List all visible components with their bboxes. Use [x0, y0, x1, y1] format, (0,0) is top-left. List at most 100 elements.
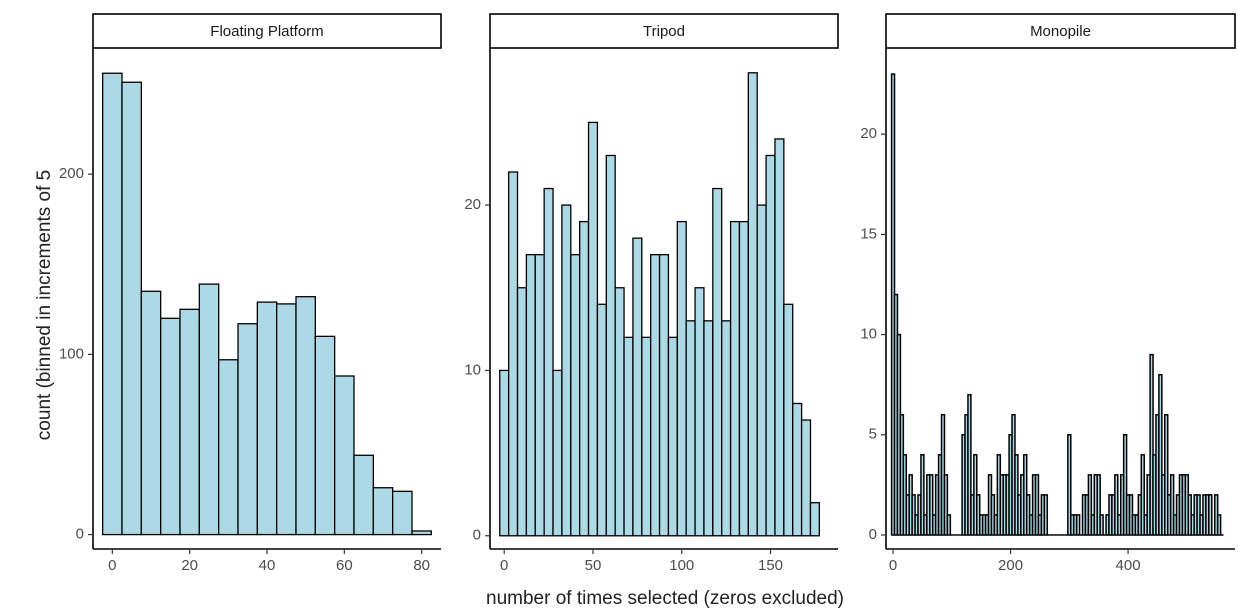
tripod-bar	[783, 303, 794, 537]
monopile-strip-label: Monopile	[1030, 23, 1091, 40]
tripod-bar	[765, 154, 776, 537]
y-axis-title: count (binned in increments of 5	[34, 170, 55, 440]
monopile-bar	[967, 393, 972, 536]
floating-platform-bar	[353, 454, 374, 536]
floating-platform-bar	[179, 308, 200, 536]
monopile-bar	[1099, 514, 1104, 536]
tripod-y-tick-label: 20	[464, 196, 481, 213]
tripod-bar	[507, 171, 519, 537]
tripod-bar	[721, 320, 732, 537]
floating-platform-y-tick-label: 100	[59, 345, 84, 362]
tripod-bar	[667, 336, 678, 537]
tripod-x-tick-label: 50	[585, 557, 602, 574]
tripod-strip	[489, 13, 839, 49]
monopile-bar	[1164, 413, 1169, 536]
monopile-bar	[1096, 474, 1101, 536]
floating-platform-bar	[334, 375, 355, 536]
tripod-y-tick-label: 0	[473, 527, 481, 544]
floating-platform-bar	[218, 359, 239, 536]
tripod-bar	[605, 154, 616, 537]
floating-platform-y-tick-label: 0	[76, 526, 84, 543]
monopile-bar	[946, 514, 952, 536]
floating-platform-x-tick-label: 0	[108, 557, 116, 574]
monopile-bar	[1216, 514, 1222, 536]
monopile-bar	[1087, 474, 1093, 536]
tripod-bar	[579, 220, 590, 537]
monopile-y-tick-label: 10	[860, 326, 877, 343]
floating-platform-x-tick-label: 80	[413, 557, 430, 574]
tripod-bar	[596, 303, 607, 537]
monopile-y-tick-label: 20	[860, 125, 877, 142]
floating-platform-bar	[372, 487, 394, 536]
monopile-bar	[943, 474, 949, 536]
tripod-bar	[774, 138, 785, 537]
tripod-bar	[516, 287, 528, 537]
floating-platform-bar	[256, 301, 278, 536]
tripod-bar	[614, 287, 625, 537]
floating-platform-x-tick-label: 40	[259, 557, 276, 574]
floating-platform-bar	[295, 296, 316, 536]
monopile-bar	[1149, 353, 1154, 536]
tripod-bar	[499, 369, 510, 537]
floating-platform-y-tick-label: 200	[59, 165, 84, 182]
tripod-bar	[694, 287, 705, 537]
tripod-bar	[747, 72, 758, 537]
tripod-x-tick-label: 0	[500, 557, 508, 574]
monopile-bar	[1140, 454, 1145, 536]
tripod-bar	[729, 220, 741, 537]
monopile-bar	[1169, 474, 1175, 536]
monopile-bar	[1043, 494, 1049, 536]
tripod-bar	[756, 204, 767, 537]
floating-platform-bar	[237, 323, 258, 536]
tripod-bar	[650, 254, 661, 537]
floating-platform-bar	[121, 81, 142, 536]
monopile-x-tick-label: 200	[998, 557, 1023, 574]
tripod-bar	[738, 220, 749, 537]
tripod-bar	[587, 121, 599, 537]
monopile-strip	[885, 13, 1236, 49]
monopile-bar	[1114, 474, 1119, 536]
floating-platform-x-tick-label: 60	[336, 557, 353, 574]
tripod-bar	[632, 237, 643, 537]
tripod-bar	[658, 254, 670, 537]
monopile-x-tick-label: 400	[1116, 557, 1141, 574]
tripod-x-tick-label: 150	[758, 557, 783, 574]
monopile-bar	[1067, 434, 1072, 536]
floating-platform-strip-label: Floating Platform	[210, 23, 323, 40]
tripod-bar	[641, 336, 652, 537]
tripod-bar	[561, 204, 572, 537]
tripod-y-tick-label: 10	[464, 361, 481, 378]
tripod-strip-label: Tripod	[643, 23, 685, 40]
tripod-bar	[676, 220, 687, 537]
floating-platform-x-tick-label: 20	[181, 557, 198, 574]
floating-platform-bar	[411, 530, 432, 536]
tripod-bar	[809, 502, 821, 537]
tripod-bar	[712, 187, 723, 537]
floating-platform-bar	[392, 490, 413, 536]
floating-platform-bar	[160, 317, 181, 536]
monopile-bar	[1158, 373, 1163, 536]
tripod-bar	[792, 402, 803, 537]
tripod-bar	[800, 419, 812, 537]
floating-platform-bar	[276, 303, 297, 536]
monopile-bar	[1208, 494, 1213, 536]
floating-platform-strip	[92, 13, 442, 49]
monopile-bar	[1034, 474, 1040, 536]
monopile-y-tick-label: 15	[860, 225, 877, 242]
monopile-x-tick-label: 0	[889, 557, 897, 574]
monopile-y-tick-label: 0	[869, 526, 877, 543]
floating-platform-bar	[198, 283, 220, 536]
floating-platform-bar	[102, 72, 123, 536]
tripod-bar	[543, 187, 554, 537]
tripod-bar	[623, 336, 634, 537]
floating-platform-bar	[314, 335, 336, 536]
tripod-bar	[525, 254, 536, 537]
tripod-bar	[552, 369, 563, 537]
floating-platform-bar	[140, 290, 162, 536]
tripod-bar	[570, 254, 581, 537]
monopile-bar	[929, 474, 934, 536]
tripod-bar	[534, 254, 545, 537]
tripod-bar	[703, 320, 714, 537]
monopile-bar	[920, 454, 925, 536]
tripod-bar	[685, 320, 696, 537]
